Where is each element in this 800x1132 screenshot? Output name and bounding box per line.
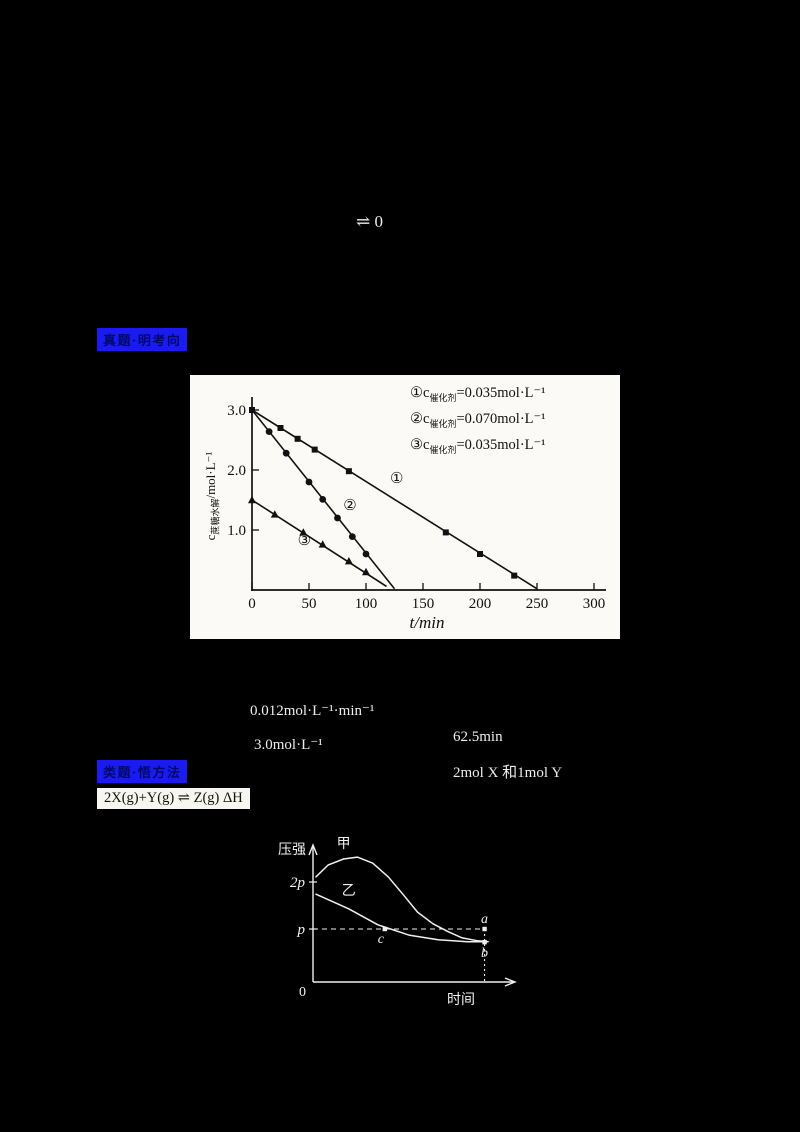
moles-value: 2mol X 和1mol Y — [453, 765, 563, 781]
rate-value: 0.012mol·L⁻¹·min⁻¹ — [250, 703, 375, 719]
svg-text:50: 50 — [302, 596, 317, 612]
svg-text:250: 250 — [526, 596, 549, 612]
svg-text:压强: 压强 — [278, 841, 306, 857]
section-heading-2: 类题·悟方法 — [97, 760, 188, 783]
svg-text:2p: 2p — [290, 875, 306, 891]
section-heading-1: 真题·明考向 — [97, 328, 188, 351]
svg-text:b: b — [481, 946, 488, 961]
svg-text:①: ① — [390, 471, 403, 487]
legend-entry: ③c催化剂=0.035mol·L⁻¹ — [410, 436, 546, 455]
svg-text:a: a — [481, 912, 488, 927]
concentration-value: 3.0mol·L⁻¹ — [254, 737, 323, 753]
svg-text:200: 200 — [469, 596, 492, 612]
time-value: 62.5min — [453, 729, 503, 745]
svg-text:③: ③ — [298, 533, 311, 549]
legend-entry: ①c催化剂=0.035mol·L⁻¹ — [410, 385, 546, 403]
svg-text:1.0: 1.0 — [227, 523, 246, 539]
svg-text:2.0: 2.0 — [227, 463, 246, 479]
chart1-y-axis-label: c蔗糖水解/mol·L⁻¹ — [203, 451, 221, 541]
svg-text:0: 0 — [248, 596, 256, 612]
svg-text:100: 100 — [355, 596, 378, 612]
svg-text:时间: 时间 — [447, 991, 475, 1007]
sucrose-hydrolysis-chart: 0 50 100 150 200 250 300 1.0 2.0 3.0 t/min ① ② ③ c蔗糖水… — [190, 375, 620, 639]
svg-text:t/min: t/min — [410, 613, 445, 632]
legend-entry: ②c催化剂=0.070mol·L⁻¹ — [410, 410, 546, 429]
chart1-legend: ①c催化剂=0.035mol·L⁻¹ ②c催化剂=0.070mol·L⁻¹ ③c… — [410, 383, 546, 461]
reaction-equation-box: 2X(g)+Y(g) ⇌ Z(g) ΔH — [97, 788, 250, 809]
sucrose-chart-svg: 0 50 100 150 200 250 300 1.0 2.0 3.0 t/min ① ② ③ — [227, 397, 606, 632]
svg-text:c: c — [378, 932, 385, 947]
svg-text:3.0: 3.0 — [227, 403, 246, 419]
svg-text:p: p — [297, 922, 306, 938]
svg-text:300: 300 — [583, 596, 606, 612]
equilibrium-fragment: ⇌ 0 — [356, 212, 383, 231]
svg-text:150: 150 — [412, 596, 435, 612]
svg-text:②: ② — [343, 498, 356, 514]
pressure-time-diagram: 压强时间 0 2p p 甲乙 a b c — [263, 835, 533, 1020]
svg-text:甲: 甲 — [337, 835, 351, 851]
svg-text:乙: 乙 — [342, 882, 356, 898]
svg-text:0: 0 — [299, 985, 306, 1000]
